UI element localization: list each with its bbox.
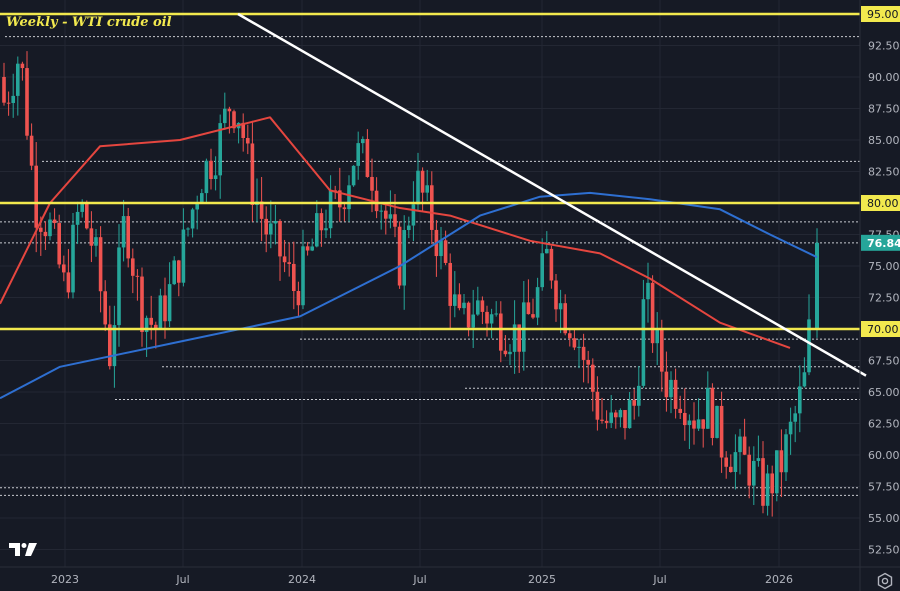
price-tick: 65.00 — [868, 386, 900, 399]
horizontal-levels[interactable] — [0, 12, 860, 331]
time-tick: 2025 — [528, 573, 556, 586]
level-price-label: 70.00 — [867, 323, 899, 336]
price-tick: 60.00 — [868, 449, 900, 462]
moving-averages — [0, 116, 818, 400]
trendline[interactable] — [237, 12, 867, 377]
level-price-label: 80.00 — [867, 197, 899, 210]
tradingview-logo-icon[interactable] — [9, 543, 37, 557]
price-tick: 55.00 — [868, 512, 900, 525]
time-tick: 2026 — [765, 573, 793, 586]
price-tick: 62.50 — [868, 418, 900, 431]
price-tick: 57.50 — [868, 481, 900, 494]
time-tick: 2024 — [288, 573, 316, 586]
price-tick: 87.50 — [868, 103, 900, 116]
settings-gear-icon[interactable] — [876, 572, 894, 590]
level-price-label: 95.00 — [867, 8, 899, 21]
time-tick: Jul — [175, 573, 189, 586]
price-tick: 92.50 — [868, 40, 900, 53]
current-price-label: 76.84 — [867, 237, 900, 250]
time-tick: Jul — [652, 573, 666, 586]
grid-lines — [0, 0, 860, 567]
time-tick: Jul — [412, 573, 426, 586]
price-tick: 72.50 — [868, 292, 900, 305]
price-tick: 90.00 — [868, 71, 900, 84]
price-tick: 52.50 — [868, 544, 900, 557]
price-tick: 85.00 — [868, 134, 900, 147]
price-tick: 67.50 — [868, 355, 900, 368]
price-tick: 82.50 — [868, 166, 900, 179]
time-tick: 2023 — [51, 573, 79, 586]
candles — [2, 51, 819, 517]
chart-title: Weekly - WTI crude oil — [6, 15, 172, 30]
price-tick: 75.00 — [868, 260, 900, 273]
